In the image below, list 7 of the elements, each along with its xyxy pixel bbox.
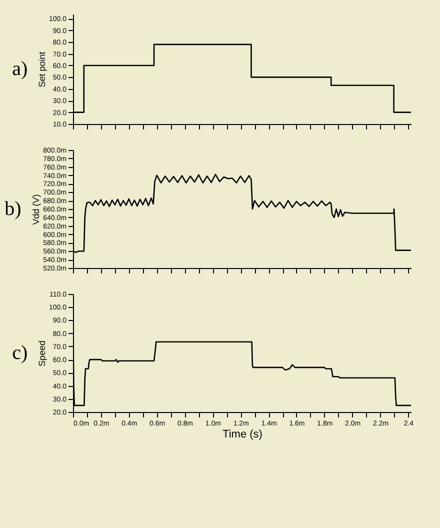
text: b) [4, 198, 22, 220]
x-axis-title: Time (s) [222, 428, 262, 440]
y-axis-title: Speed [36, 340, 47, 367]
text: a) [12, 58, 28, 80]
text: c) [12, 342, 28, 364]
y-axis-title: Set point [36, 51, 47, 88]
y-axis-title: Vdd (V) [31, 194, 42, 225]
